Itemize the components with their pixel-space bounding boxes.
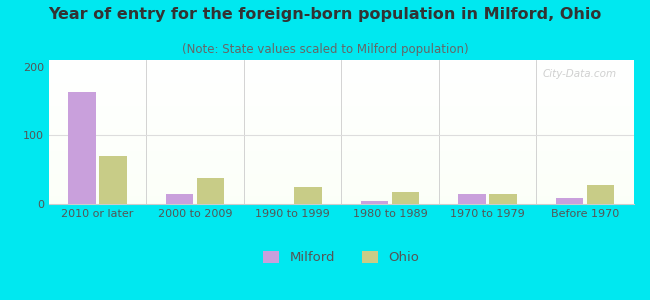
Bar (99, 156, 127, 204)
Bar (166, 194, 193, 204)
Bar (361, 201, 388, 204)
Bar (587, 185, 614, 204)
Bar (489, 194, 517, 204)
Bar (197, 178, 224, 204)
Bar (556, 198, 583, 204)
Bar (68, 92, 96, 204)
Legend: Milford, Ohio: Milford, Ohio (258, 245, 424, 269)
Text: (Note: State values scaled to Milford population): (Note: State values scaled to Milford po… (182, 44, 468, 56)
Bar (392, 192, 419, 204)
Bar (294, 187, 322, 204)
Text: Year of entry for the foreign-born population in Milford, Ohio: Year of entry for the foreign-born popul… (48, 8, 602, 22)
Bar (458, 194, 486, 204)
Text: City-Data.com: City-Data.com (542, 69, 616, 79)
